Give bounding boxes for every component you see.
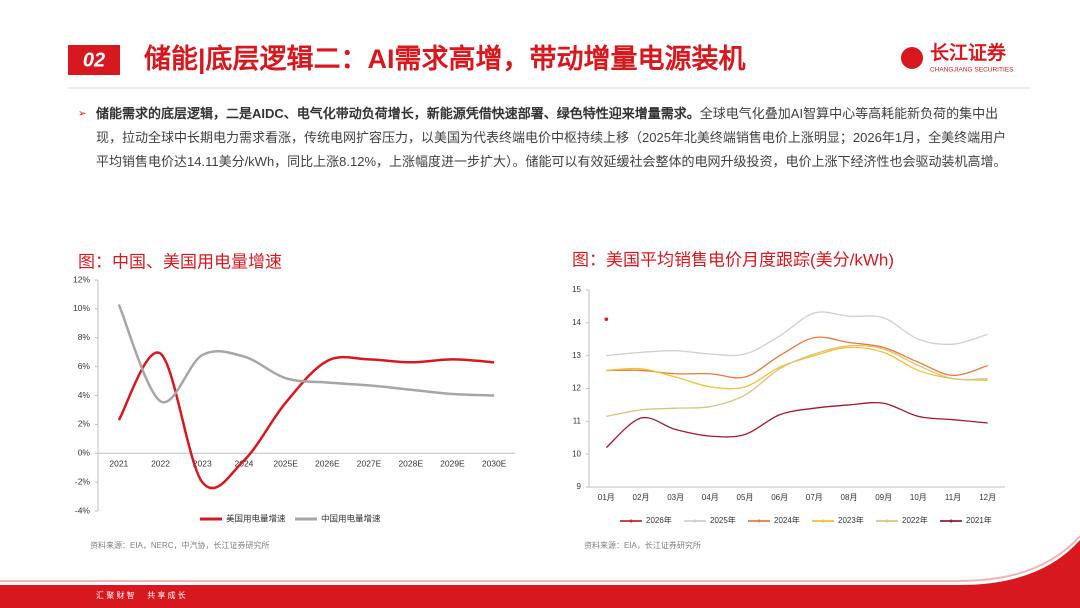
x-tick-label: 09月 <box>875 493 892 502</box>
x-tick-label: 2028E <box>398 459 423 469</box>
x-tick-label: 06月 <box>771 493 788 502</box>
legend-dot <box>757 519 761 523</box>
legend-dot <box>629 519 633 523</box>
y-tick-label: 9 <box>577 482 582 491</box>
legend-label: 2026年 <box>646 515 672 525</box>
logo-en: CHANGJIANG SECURITIES <box>930 67 1014 74</box>
series-line <box>606 344 988 418</box>
legend-dot <box>885 519 889 523</box>
x-tick-label: 2030E <box>482 459 507 469</box>
legend-dot <box>693 519 697 523</box>
x-tick-label: 2024 <box>234 459 253 469</box>
source-note: 资料来源：EIA，NERC，中汽协，长江证券研究所 <box>90 540 270 550</box>
y-tick-label: 15 <box>572 285 581 294</box>
y-tick-label: -4% <box>75 505 91 515</box>
series-line <box>605 401 988 449</box>
footer-slogan: 汇 聚 财 智 共 享 成 长 <box>96 590 186 600</box>
legend-label: 2023年 <box>838 515 864 525</box>
y-tick-label: 8% <box>78 332 91 342</box>
bullet-bold: 储能需求的底层逻辑，二是AIDC、电气化带动负荷增长，新能源凭借快速部署、绿色特… <box>96 106 700 121</box>
y-tick-label: 2% <box>78 419 91 429</box>
legend-label: 2024年 <box>774 515 800 525</box>
x-tick-label: 2027E <box>357 459 382 469</box>
slide-title: 储能|底层逻辑二：AI需求高增，带动增量电源装机 <box>144 43 746 74</box>
x-tick-label: 2023 <box>193 459 212 469</box>
chart-title: 图：中国、美国用电量增速 <box>78 252 282 271</box>
legend-label: 2025年 <box>710 515 736 525</box>
legend-label: 2022年 <box>902 515 928 525</box>
y-tick-label: 13 <box>572 351 581 360</box>
y-tick-label: 6% <box>78 361 91 371</box>
bullet-body: 全球电气化叠加AI智算中心等高耗能新负荷的集中出现，拉动全球中长期电力需求看涨，… <box>96 106 1007 169</box>
bullet-text: 储能需求的底层逻辑，二是AIDC、电气化带动负荷增长，新能源凭借快速部署、绿色特… <box>96 102 1008 174</box>
x-tick-label: 2021 <box>109 459 128 469</box>
legend-label: 2021年 <box>966 515 992 525</box>
chart-title: 图：美国平均销售电价月度跟踪(美分/kWh) <box>572 250 894 269</box>
point <box>604 317 609 322</box>
legend-label: 中国用电量增速 <box>321 513 381 523</box>
x-tick-label: 03月 <box>667 493 684 502</box>
y-tick-label: 11 <box>573 416 582 425</box>
y-tick-label: 12 <box>572 384 581 393</box>
x-tick-label: 05月 <box>737 493 754 502</box>
x-tick-label: 2022 <box>151 459 170 469</box>
y-tick-label: 4% <box>78 390 91 400</box>
y-tick-label: 10 <box>572 449 581 458</box>
series-line <box>117 304 495 404</box>
series-line <box>606 311 988 357</box>
y-tick-label: 14 <box>572 318 581 327</box>
logo-icon <box>901 47 923 69</box>
x-tick-label: 2029E <box>440 459 465 469</box>
legend-label: 美国用电量增速 <box>226 513 286 523</box>
series-line <box>117 351 495 490</box>
x-tick-label: 02月 <box>633 493 650 502</box>
y-tick-label: 10% <box>73 303 90 313</box>
legend-dot <box>821 519 825 523</box>
y-tick-label: 0% <box>78 448 91 458</box>
section-number: 02 <box>83 49 105 71</box>
x-tick-label: 07月 <box>806 493 823 502</box>
logo: 长江证券 <box>930 41 1007 64</box>
legend-dot <box>949 519 953 523</box>
footer-band <box>0 540 1080 608</box>
x-tick-label: 08月 <box>841 493 858 502</box>
x-tick-label: 10月 <box>910 493 927 502</box>
number-box <box>68 45 120 75</box>
bullet-icon: ➢ <box>78 109 86 120</box>
y-tick-label: -2% <box>75 476 91 486</box>
x-tick-label: 2025E <box>273 459 298 469</box>
source-note: 资料来源：EIA，长江证券研究所 <box>584 540 701 550</box>
x-tick-label: 2026E <box>315 459 340 469</box>
series-line <box>606 336 988 379</box>
x-tick-label: 04月 <box>702 493 719 502</box>
x-tick-label: 01月 <box>598 493 615 502</box>
footer-accent <box>0 535 1080 582</box>
x-tick-label: 11月 <box>945 493 961 502</box>
x-tick-label: 12月 <box>979 493 996 502</box>
y-tick-label: 12% <box>73 274 90 284</box>
